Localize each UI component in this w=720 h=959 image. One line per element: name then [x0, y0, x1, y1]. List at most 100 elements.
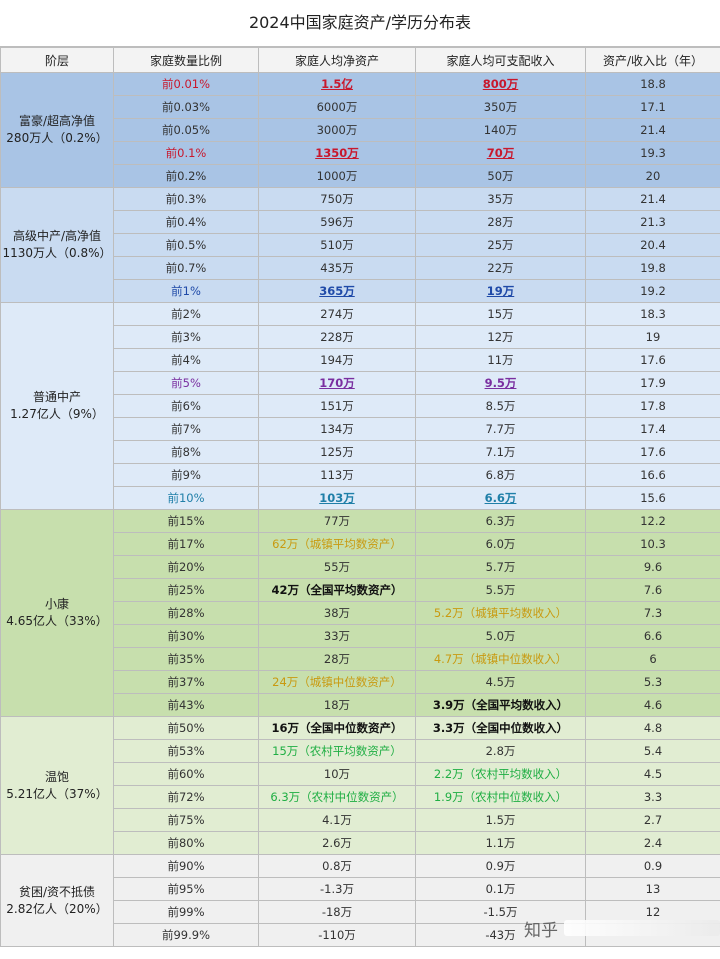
household-pct-cell: 前99%: [113, 900, 259, 924]
ratio-cell: 20.4: [585, 233, 720, 257]
income-cell: 2.8万: [415, 739, 586, 763]
table-row: 前95% -1.3万 0.1万 13: [0, 877, 720, 901]
net-asset-cell: 1000万: [258, 164, 416, 188]
net-asset-cell: 24万（城镇中位数资产）: [258, 670, 416, 694]
income-cell: 3.3万（全国中位数收入）: [415, 716, 586, 740]
table-row: 前0.2% 1000万 50万 20: [0, 164, 720, 188]
page-title: 2024中国家庭资产/学历分布表: [0, 0, 720, 47]
table-row: 前37% 24万（城镇中位数资产） 4.5万 5.3: [0, 670, 720, 694]
net-asset-cell: 274万: [258, 302, 416, 326]
table-row: 温饱 5.21亿人（37%） 前50% 16万（全国中位数资产） 3.3万（全国中位数收…: [0, 716, 720, 855]
ratio-cell: 4.6: [585, 693, 720, 717]
table-row: 前20% 55万 5.7万 9.6: [0, 555, 720, 579]
header-disposable-income: 家庭人均可支配收入: [415, 47, 586, 73]
income-cell: 6.0万: [415, 532, 586, 556]
tier-population: 5.21亿人（37%）: [6, 786, 108, 801]
net-asset-cell: 228万: [258, 325, 416, 349]
ratio-cell: 17.6: [585, 440, 720, 464]
table-row: 富豪/超高净值 280万人（0.2%） 前0.01% 1.5亿 800万 18.8: [0, 72, 720, 188]
income-cell: 5.5万: [415, 578, 586, 602]
household-pct-cell: 前75%: [113, 808, 259, 832]
net-asset-cell: 18万: [258, 693, 416, 717]
net-asset-cell: 77万: [258, 509, 416, 533]
table-row: 前0.05% 3000万 140万 21.4: [0, 118, 720, 142]
income-cell: -1.5万: [415, 900, 586, 924]
household-pct-cell: 前17%: [113, 532, 259, 556]
net-asset-cell: 1.5亿: [258, 72, 416, 96]
household-pct-cell: 前99.9%: [113, 923, 259, 947]
net-asset-cell: -1.3万: [258, 877, 416, 901]
table-row: 前35% 28万 4.7万（城镇中位数收入） 6: [0, 647, 720, 671]
income-cell: 5.0万: [415, 624, 586, 648]
net-asset-cell: 62万（城镇平均数资产）: [258, 532, 416, 556]
ratio-cell: 17.8: [585, 394, 720, 418]
table-row: 前99% -18万 -1.5万 12: [0, 900, 720, 924]
ratio-cell: 6: [585, 647, 720, 671]
zhihu-logo: 知乎: [524, 920, 558, 941]
tier-cell: 富豪/超高净值 280万人（0.2%）: [0, 72, 114, 188]
table-row: 前0.5% 510万 25万 20.4: [0, 233, 720, 257]
ratio-cell: 19.8: [585, 256, 720, 280]
ratio-cell: 17.6: [585, 348, 720, 372]
household-pct-cell: 前50%: [113, 716, 259, 740]
ratio-cell: 21.3: [585, 210, 720, 234]
net-asset-cell: 596万: [258, 210, 416, 234]
net-asset-cell: 10万: [258, 762, 416, 786]
ratio-cell: 0.9: [585, 854, 720, 878]
income-cell: 50万: [415, 164, 586, 188]
household-pct-cell: 前4%: [113, 348, 259, 372]
tier-name: 小康: [44, 597, 69, 611]
tier-name: 贫困/资不抵债: [18, 884, 96, 899]
net-asset-cell: 2.6万: [258, 831, 416, 855]
net-asset-cell: -110万: [258, 923, 416, 947]
ratio-cell: 19: [585, 325, 720, 349]
ratio-cell: 15.6: [585, 486, 720, 510]
income-cell: 1.5万: [415, 808, 586, 832]
household-pct-cell: 前9%: [113, 463, 259, 487]
ratio-cell: 21.4: [585, 118, 720, 142]
tier-population: 2.82亿人（20%）: [6, 901, 108, 916]
income-cell: 0.9万: [415, 854, 586, 878]
household-pct-cell: 前35%: [113, 647, 259, 671]
income-cell: 1.9万（农村中位数收入）: [415, 785, 586, 809]
net-asset-cell: 6.3万（农村中位数资产）: [258, 785, 416, 809]
household-pct-cell: 前0.3%: [113, 187, 259, 211]
tier-cell: 高级中产/高净值 1130万人（0.8%）: [0, 187, 114, 303]
table-row: 小康 4.65亿人（33%） 前15% 77万 6.3万 12.2: [0, 509, 720, 717]
income-cell: 4.7万（城镇中位数收入）: [415, 647, 586, 671]
household-pct-cell: 前0.1%: [113, 141, 259, 165]
income-cell: 9.5万: [415, 371, 586, 395]
ratio-cell: 3.3: [585, 785, 720, 809]
ratio-cell: 19.2: [585, 279, 720, 303]
net-asset-cell: 15万（农村平均数资产）: [258, 739, 416, 763]
income-cell: 6.3万: [415, 509, 586, 533]
household-pct-cell: 前20%: [113, 555, 259, 579]
household-pct-cell: 前7%: [113, 417, 259, 441]
tier-population: 280万人（0.2%）: [6, 131, 108, 145]
income-cell: 6.6万: [415, 486, 586, 510]
table-row: 前43% 18万 3.9万（全国平均数收入） 4.6: [0, 693, 720, 717]
ratio-cell: 7.3: [585, 601, 720, 625]
ratio-cell: 17.1: [585, 95, 720, 119]
ratio-cell: 4.5: [585, 762, 720, 786]
net-asset-cell: 125万: [258, 440, 416, 464]
table-row: 前1% 365万 19万 19.2: [0, 279, 720, 303]
ratio-cell: 9.6: [585, 555, 720, 579]
ratio-cell: 4.8: [585, 716, 720, 740]
ratio-cell: 7.6: [585, 578, 720, 602]
tier-population: 1130万人（0.8%）: [2, 246, 112, 260]
net-asset-cell: 194万: [258, 348, 416, 372]
table-row: 前72% 6.3万（农村中位数资产） 1.9万（农村中位数收入） 3.3: [0, 785, 720, 809]
net-asset-cell: 4.1万: [258, 808, 416, 832]
tier-name: 富豪/超高净值: [18, 114, 96, 128]
income-cell: 800万: [415, 72, 586, 96]
ratio-cell: 6.6: [585, 624, 720, 648]
household-pct-cell: 前0.2%: [113, 164, 259, 188]
household-pct-cell: 前0.7%: [113, 256, 259, 280]
household-pct-cell: 前90%: [113, 854, 259, 878]
ratio-cell: 5.4: [585, 739, 720, 763]
household-pct-cell: 前1%: [113, 279, 259, 303]
table-row: 普通中产 1.27亿人（9%） 前2% 274万 15万 18.3: [0, 302, 720, 510]
income-cell: 12万: [415, 325, 586, 349]
income-cell: 1.1万: [415, 831, 586, 855]
